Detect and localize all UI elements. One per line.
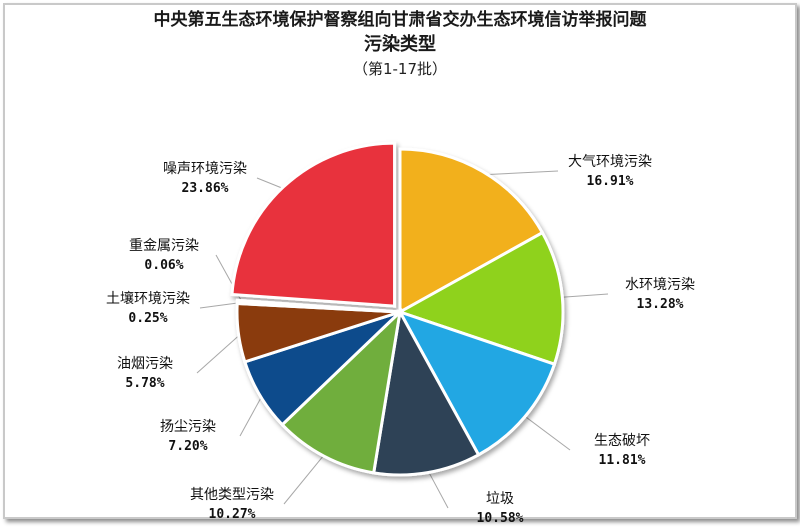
leader-line-4 xyxy=(426,468,449,509)
slice-percent: 5.78% xyxy=(125,376,165,391)
slice-name: 重金属污染 xyxy=(129,238,199,254)
slice-name: 油烟污染 xyxy=(117,356,173,372)
slice-label-6: 扬尘污染 7.20% xyxy=(128,418,248,456)
pie-slice-3 xyxy=(396,309,557,457)
slice-label-3: 生态破坏 11.81% xyxy=(562,432,682,470)
pie-slice-4 xyxy=(371,307,481,477)
batch-note: （第1-17批） xyxy=(352,60,448,78)
slice-name: 噪声环境污染 xyxy=(163,161,247,177)
slice-percent: 11.81% xyxy=(598,453,646,468)
leader-line-7 xyxy=(196,332,243,374)
slice-percent: 0.06% xyxy=(144,258,184,273)
slice-label-5: 其他类型污染 10.27% xyxy=(172,486,292,524)
slice-label-8: 土壤环境污染 0.25% xyxy=(88,290,208,328)
slice-percent: 23.86% xyxy=(181,181,229,196)
slice-percent: 0.25% xyxy=(128,311,168,326)
pie-slice-10 xyxy=(230,141,397,308)
slice-label-7: 油烟污染 5.78% xyxy=(85,355,205,393)
slice-name: 垃圾 xyxy=(486,491,514,507)
pie-slice-1 xyxy=(398,147,545,315)
slice-percent: 7.20% xyxy=(168,439,208,454)
slice-name: 土壤环境污染 xyxy=(106,291,190,307)
leader-line-3 xyxy=(521,413,571,451)
slice-name: 其他类型污染 xyxy=(190,487,274,503)
slice-percent: 16.91% xyxy=(586,174,634,189)
slice-label-1: 大气环境污染 16.91% xyxy=(550,153,670,191)
chart-subtitle: 污染类型 xyxy=(364,34,436,55)
leader-line-8 xyxy=(199,301,242,309)
slice-percent: 10.58% xyxy=(476,511,524,526)
slice-name: 水环境污染 xyxy=(625,277,695,293)
pie-slice-9 xyxy=(235,298,401,314)
pie-slice-5 xyxy=(280,307,403,475)
pie-slice-2 xyxy=(396,230,565,367)
slice-percent: 13.28% xyxy=(636,297,684,312)
leader-line-2 xyxy=(558,293,609,299)
title-block: 中央第五生态环境保护督察组向甘肃省交办生态环境信访举报问题 污染类型 （第1-1… xyxy=(0,8,800,80)
slice-label-4: 垃圾 10.58% xyxy=(440,490,560,528)
slice-name: 扬尘污染 xyxy=(160,419,216,435)
slice-label-9: 重金属污染 0.06% xyxy=(104,237,224,275)
slice-name: 生态破坏 xyxy=(594,433,650,449)
slice-percent: 10.27% xyxy=(208,507,256,522)
leader-line-5 xyxy=(283,452,327,505)
slice-name: 大气环境污染 xyxy=(568,154,652,170)
slice-label-2: 水环境污染 13.28% xyxy=(600,276,720,314)
chart-title: 中央第五生态环境保护督察组向甘肃省交办生态环境信访举报问题 xyxy=(153,10,647,30)
slice-label-10: 噪声环境污染 23.86% xyxy=(145,160,265,198)
leader-line-6 xyxy=(239,393,264,437)
leader-line-1 xyxy=(480,170,559,176)
